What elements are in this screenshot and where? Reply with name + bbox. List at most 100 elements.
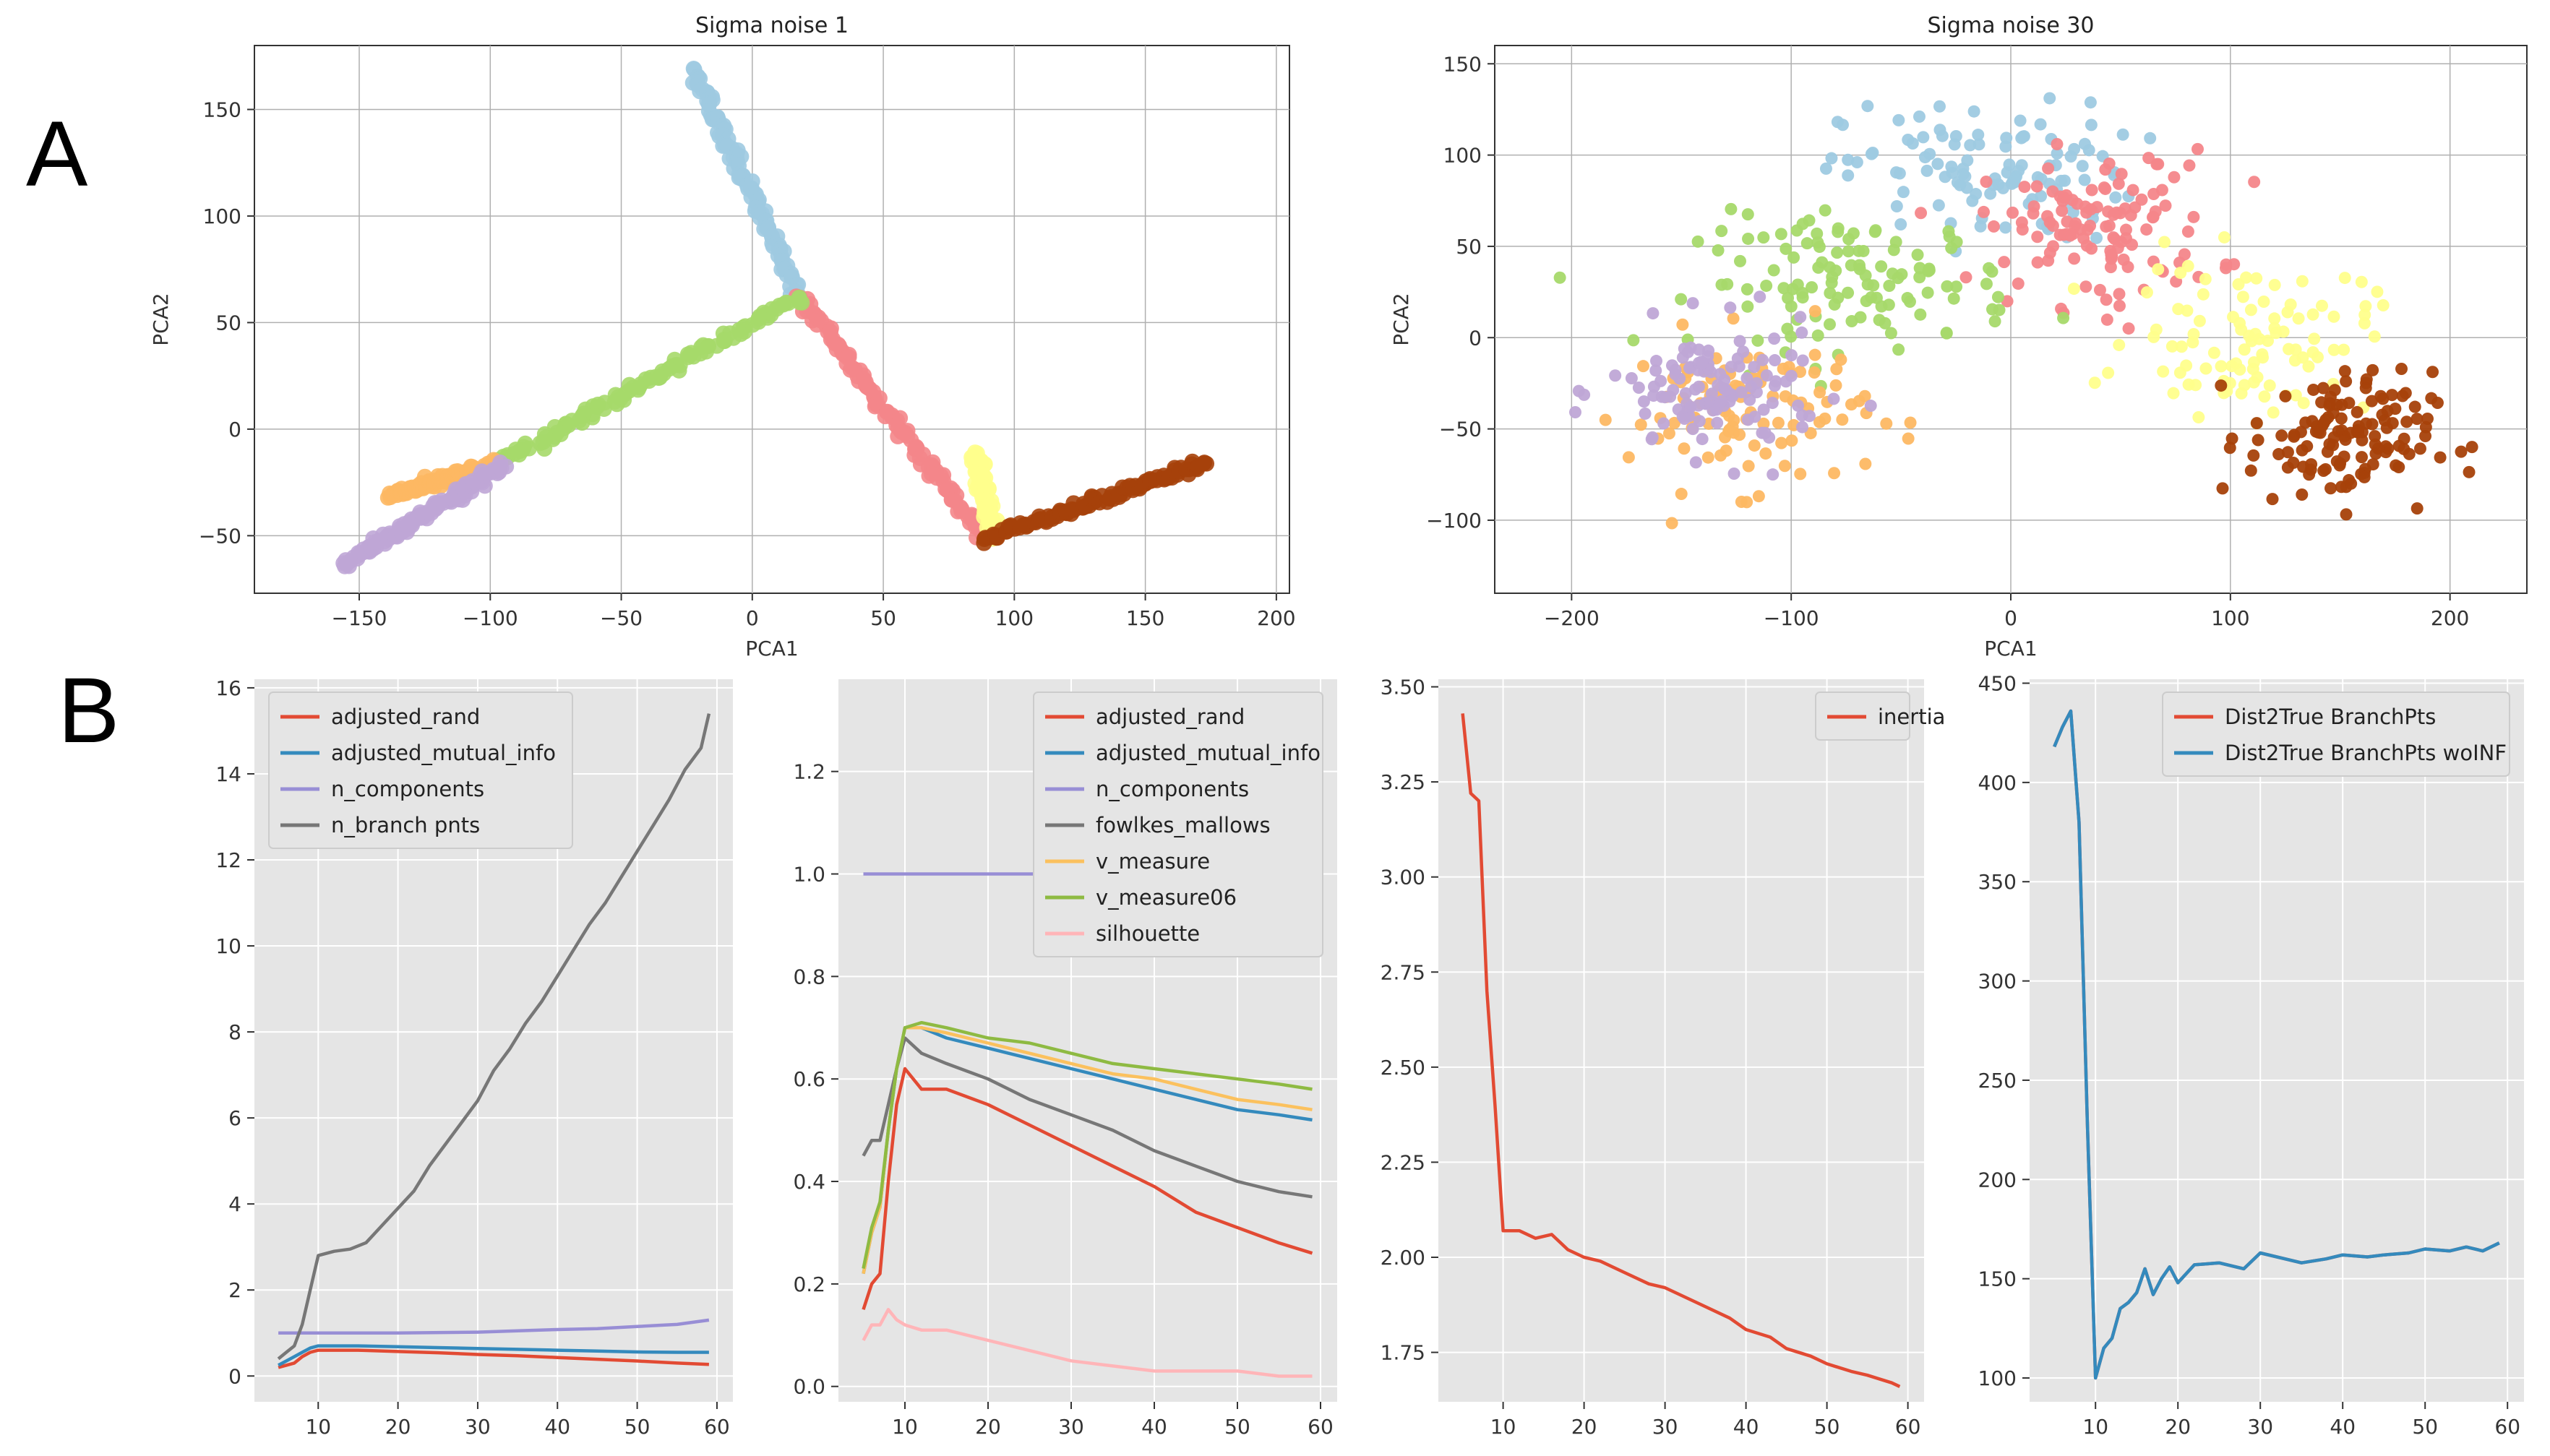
scatter-point-blue	[1920, 164, 1933, 177]
scatter-point-orange	[1828, 467, 1841, 480]
scatter-point-orange	[1778, 460, 1791, 473]
scatter-point-brown	[2272, 448, 2285, 461]
x-tick-label: 10	[1490, 1415, 1516, 1439]
scatter-point-brown	[2340, 508, 2353, 521]
y-tick-label: 0	[1469, 326, 1482, 350]
scatter-point-yellow	[2368, 330, 2381, 343]
scatter-point-yellow	[2306, 346, 2319, 359]
scatter-point-red	[2181, 225, 2194, 238]
scatter-point-green	[1991, 290, 2004, 303]
scatter-point-yellow	[2257, 295, 2270, 308]
chart-title: Sigma noise 30	[1927, 13, 2094, 38]
scatter-point-green	[1819, 204, 1832, 217]
y-axis-label: PCA2	[149, 293, 173, 345]
y-tick-label: 0.6	[793, 1067, 825, 1091]
y-tick-label: 4	[228, 1192, 241, 1216]
scatter-point-yellow	[2167, 387, 2180, 400]
scatter-point-purple	[1760, 369, 1773, 382]
scatter-point-brown	[2455, 445, 2468, 458]
scatter-point-yellow	[2102, 366, 2115, 379]
y-tick-label: 150	[1978, 1267, 2017, 1291]
scatter-point-brown	[2340, 375, 2353, 388]
scatter-point-brown	[2352, 420, 2365, 433]
scatter-point-orange	[1772, 416, 1785, 429]
scatter-point-orange	[1775, 436, 1788, 449]
scatter-point-purple	[498, 458, 515, 475]
scatter-point-green	[1742, 232, 1755, 245]
series-line-v_measure06	[862, 1020, 1313, 1270]
scatter-point-red	[2069, 217, 2082, 230]
plot-marks	[2053, 709, 2500, 1380]
x-tick-label: 10	[892, 1415, 918, 1439]
scatter-point-green	[1760, 279, 1773, 292]
scatter-point-yellow	[2193, 314, 2206, 327]
scatter-point-orange	[1759, 447, 1772, 460]
scatter-point-blue	[1936, 129, 1949, 142]
scatter-point-brown	[2317, 465, 2330, 478]
scatter-point-orange	[1830, 363, 1843, 376]
scatter-point-orange	[1634, 418, 1647, 431]
scatter-point-orange	[1675, 488, 1688, 501]
scatter-point-red	[2099, 163, 2112, 176]
scatter-point-purple	[1733, 335, 1746, 348]
scatter-point-blue	[1984, 187, 1997, 200]
scatter-point-red	[2129, 201, 2142, 214]
scatter-point-yellow	[2308, 332, 2321, 345]
scatter-point-blue	[2055, 174, 2068, 187]
scatter-point-purple	[1683, 410, 1696, 423]
scatter-point-orange	[1668, 416, 1681, 429]
plot-marks	[1461, 713, 1901, 1388]
y-tick-label: 0	[228, 418, 241, 441]
scatter-point-yellow	[2297, 397, 2310, 410]
scatter-point-purple	[1766, 468, 1780, 481]
scatter-point-red	[2056, 204, 2069, 217]
y-tick-label: 12	[215, 848, 241, 872]
scatter-point-purple	[1731, 352, 1744, 365]
scatter-point-purple	[1768, 332, 1781, 345]
scatter-point-purple	[1632, 381, 1645, 394]
scatter-point-red	[1977, 205, 1990, 218]
scatter-point-purple	[1647, 307, 1660, 320]
x-tick-label: 0	[746, 606, 759, 630]
y-tick-label: 6	[228, 1106, 241, 1130]
scatter-point-brown	[2399, 387, 2412, 400]
scatter-point-green	[1715, 225, 1728, 238]
scatter-point-orange	[1829, 379, 1842, 392]
scatter-point-brown	[2275, 429, 2288, 442]
scatter-point-blue	[2144, 132, 2157, 145]
scatter-point-red	[2115, 168, 2128, 181]
scatter-point-red	[2111, 241, 2124, 254]
scatter-point-brown	[2360, 376, 2373, 389]
y-tick-label: 100	[203, 204, 241, 228]
scatter-point-purple	[1646, 431, 1659, 444]
x-tick-label: 50	[870, 606, 896, 630]
scatter-point-green	[1889, 236, 1902, 249]
scatter-point-red	[2060, 189, 2073, 202]
scatter-point-red	[2105, 252, 2118, 265]
scatter-point-brown	[2390, 459, 2403, 472]
scatter-point-orange	[1785, 434, 1798, 447]
scatter-point-green	[1842, 286, 1855, 299]
scatter-point-blue	[1933, 100, 1946, 113]
chart-3: 10 20 30 40 50 60 0 2 4 6 8 10 12 14 16 adjusted_randad…	[215, 676, 733, 1439]
panel-label-b: B	[58, 659, 120, 762]
y-tick-label: 0.2	[793, 1272, 825, 1296]
scatter-point-red	[2031, 256, 2044, 269]
scatter-point-yellow	[2338, 272, 2351, 285]
y-tick-label: 250	[1978, 1069, 2017, 1093]
legend-box	[1033, 692, 1323, 957]
scatter-point-green	[1751, 334, 1764, 347]
scatter-point-blue	[1831, 116, 1844, 129]
scatter-point-yellow	[2233, 316, 2246, 329]
scatter-point-purple	[1693, 415, 1706, 428]
scatter-point-yellow	[2244, 303, 2257, 316]
x-tick-label: −200	[1544, 606, 1600, 630]
legend: adjusted_rand adjusted_mutual_info n_compo…	[1033, 692, 1323, 957]
scatter-point-orange	[1678, 442, 1691, 455]
series-line-adjusted_rand	[862, 1067, 1313, 1310]
scatter-point-yellow	[2140, 286, 2153, 299]
scatter-point-yellow	[2157, 365, 2170, 378]
scatter-point-brown	[2421, 413, 2434, 426]
panel-label-a: A	[26, 103, 88, 206]
scatter-point-green	[1787, 251, 1800, 264]
